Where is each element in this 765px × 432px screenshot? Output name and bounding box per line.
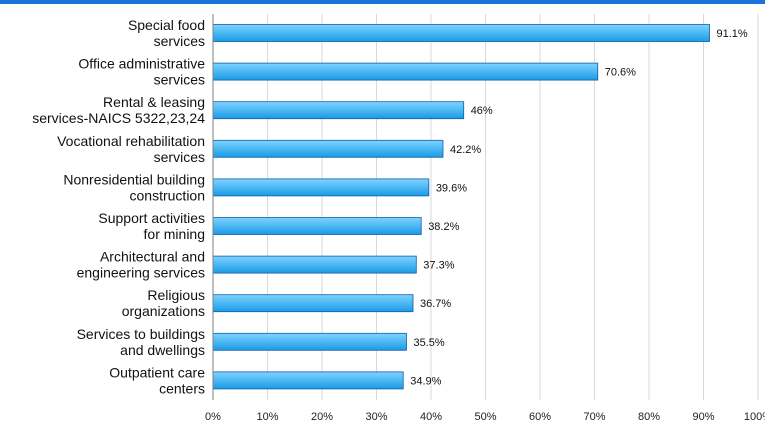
category-label: services-NAICS 5322,23,24 [32,110,205,126]
data-label: 70.6% [605,67,636,79]
x-tick-label: 40% [420,411,442,423]
data-label: 35.5% [413,337,444,349]
category-label: services [154,149,205,165]
data-label: 91.1% [716,28,747,40]
bars [212,24,710,390]
bar [212,101,465,120]
data-label: 46% [471,105,493,117]
category-label: services [154,72,205,88]
category-label: services [154,33,205,49]
category-label: Outpatient care [109,364,205,380]
x-tick-label: 30% [365,411,387,423]
x-axis-ticks: 0% 10% 20% 30% 40% 50% 60% 70% 80% 90% 100% [205,411,765,423]
x-tick-label: 50% [474,411,496,423]
x-tick-label: 10% [256,411,278,423]
bar [212,371,404,390]
category-label: Services to buildings [77,326,205,342]
data-label: 36.7% [420,298,451,310]
bar [212,255,417,274]
category-label: Religious [147,287,205,303]
data-label: 39.6% [436,182,467,194]
x-tick-label: 20% [311,411,333,423]
x-tick-label: 80% [638,411,660,423]
category-label: organizations [122,303,205,319]
data-label: 38.2% [428,221,459,233]
category-label: Support activities [98,210,205,226]
bar [212,24,710,42]
category-label: for mining [144,226,205,242]
top-band [0,0,765,4]
x-tick-label: 100% [744,411,765,423]
x-tick-label: 0% [205,411,221,423]
data-label: 37.3% [423,260,454,272]
data-label: 34.9% [410,375,441,387]
x-tick-label: 70% [583,411,605,423]
category-label: Vocational rehabilitation [57,133,205,149]
category-label: and dwellings [120,342,205,358]
category-label: Office administrative [78,56,205,72]
category-label: Special food [128,17,205,33]
category-label: Rental & leasing [103,94,205,110]
data-labels: 91.1% 70.6% 46% 42.2% 39.6% 38.2% 37.3% 36.7% 35… [410,28,748,387]
data-label: 42.2% [450,144,481,156]
bar [212,139,444,158]
x-tick-label: 90% [692,411,714,423]
bar [212,62,599,81]
category-label: Architectural and [100,249,205,265]
category-label: engineering services [77,265,205,281]
bar [212,217,422,235]
bar [212,332,407,351]
category-label: construction [130,187,205,203]
bar [212,294,414,313]
bar [212,178,430,197]
x-tick-label: 60% [529,411,551,423]
category-label: Nonresidential building [63,171,205,187]
category-label: centers [159,380,205,396]
